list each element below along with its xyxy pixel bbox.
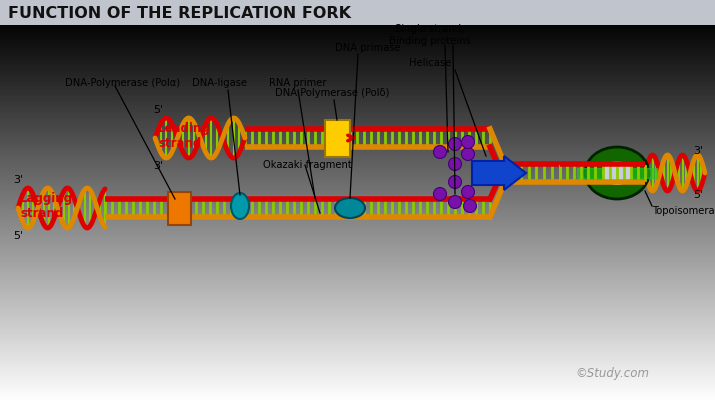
Text: 3': 3' <box>693 146 703 156</box>
Text: 5': 5' <box>13 231 23 241</box>
FancyBboxPatch shape <box>325 120 350 156</box>
Text: 5': 5' <box>153 105 163 115</box>
Text: Helicase: Helicase <box>409 58 451 68</box>
Ellipse shape <box>461 147 475 160</box>
Text: FUNCTION OF THE REPLICATION FORK: FUNCTION OF THE REPLICATION FORK <box>8 6 351 21</box>
Text: Lagging
strand: Lagging strand <box>20 192 73 220</box>
Ellipse shape <box>448 175 461 189</box>
FancyBboxPatch shape <box>0 0 715 25</box>
Ellipse shape <box>433 187 446 201</box>
FancyArrow shape <box>472 156 526 190</box>
Ellipse shape <box>461 135 475 148</box>
Ellipse shape <box>461 185 475 199</box>
Ellipse shape <box>231 193 249 219</box>
Ellipse shape <box>448 195 461 208</box>
Ellipse shape <box>602 161 632 185</box>
Text: DNA primase: DNA primase <box>335 43 401 53</box>
Ellipse shape <box>463 199 476 212</box>
Text: Leading
strand: Leading strand <box>158 122 211 150</box>
Text: RNA primer: RNA primer <box>270 78 327 88</box>
Text: Topoisomerase: Topoisomerase <box>652 206 715 216</box>
Text: 5': 5' <box>693 190 703 200</box>
Text: 3': 3' <box>153 161 163 171</box>
FancyBboxPatch shape <box>167 191 190 224</box>
Text: 3': 3' <box>13 175 23 185</box>
Text: Single strand,
Binding proteins: Single strand, Binding proteins <box>389 24 471 46</box>
Text: DNA-ligase: DNA-ligase <box>192 78 247 88</box>
Ellipse shape <box>448 137 461 150</box>
Text: Okazaki fragment: Okazaki fragment <box>263 160 352 170</box>
Ellipse shape <box>585 147 649 199</box>
Ellipse shape <box>448 158 461 170</box>
Text: ©Study.com: ©Study.com <box>575 366 649 380</box>
Ellipse shape <box>335 198 365 218</box>
Ellipse shape <box>433 145 446 158</box>
Text: DNA-Polymerase (Polα): DNA-Polymerase (Polα) <box>65 78 180 88</box>
Text: DNA Polymerase (Polδ): DNA Polymerase (Polδ) <box>275 88 389 98</box>
